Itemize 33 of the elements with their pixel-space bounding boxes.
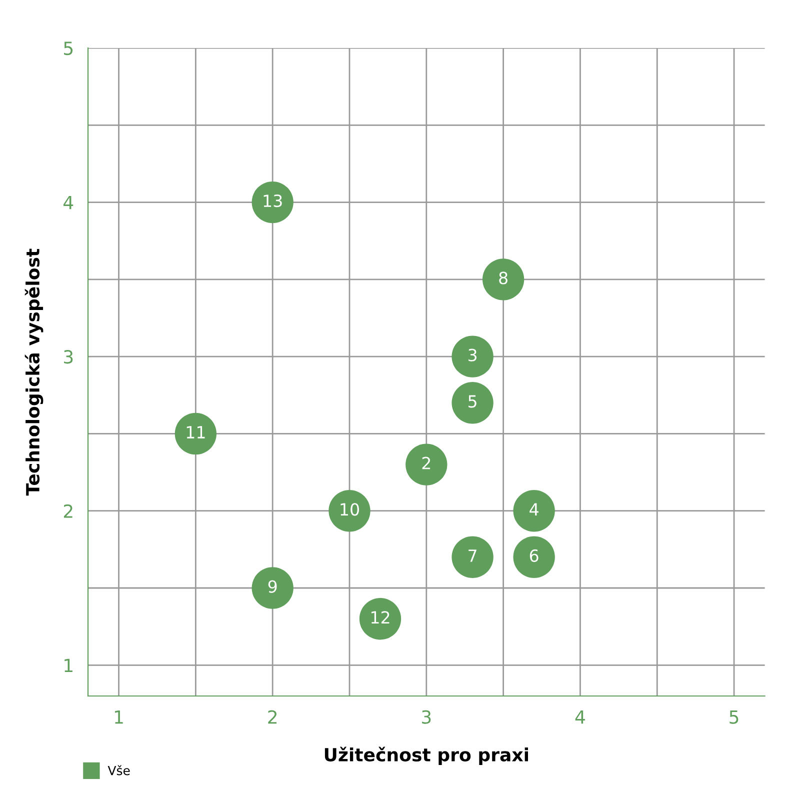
annotation: 9 [268, 580, 277, 593]
point [452, 336, 494, 378]
point [406, 444, 448, 486]
legend-label: Vše [108, 765, 130, 776]
annotation: 6 [530, 549, 538, 562]
y-tick-label: 3 [64, 350, 73, 364]
annotation: 4 [530, 503, 538, 516]
y-tick-label: 5 [64, 42, 73, 56]
point [252, 567, 294, 609]
point [513, 490, 555, 532]
x-axis-title: Užitečnost pro praxi [324, 746, 528, 766]
annotation: 3 [468, 348, 477, 362]
y-axis-title: Technologická vyspělost [24, 248, 44, 496]
x-tick-label: 2 [268, 710, 277, 724]
point [482, 258, 524, 300]
y-tick-label: 4 [64, 196, 74, 210]
point [513, 536, 555, 578]
y-tick-label: 1 [64, 658, 72, 672]
x-tick-label: 5 [730, 710, 738, 724]
point [452, 382, 494, 424]
x-tick-label: 1 [115, 710, 123, 724]
annotation: 13 [264, 194, 282, 208]
annotation: 2 [422, 456, 430, 470]
annotation: 7 [468, 550, 476, 562]
x-tick-label: 3 [422, 710, 431, 724]
annotation: 11 [186, 426, 205, 438]
x-tick-label: 4 [575, 710, 585, 724]
annotation: 8 [499, 272, 508, 284]
point [452, 536, 494, 578]
annotation: 10 [340, 503, 359, 516]
annotation: 5 [468, 395, 476, 408]
y-tick-label: 2 [64, 504, 72, 518]
annotation: 12 [371, 611, 390, 624]
